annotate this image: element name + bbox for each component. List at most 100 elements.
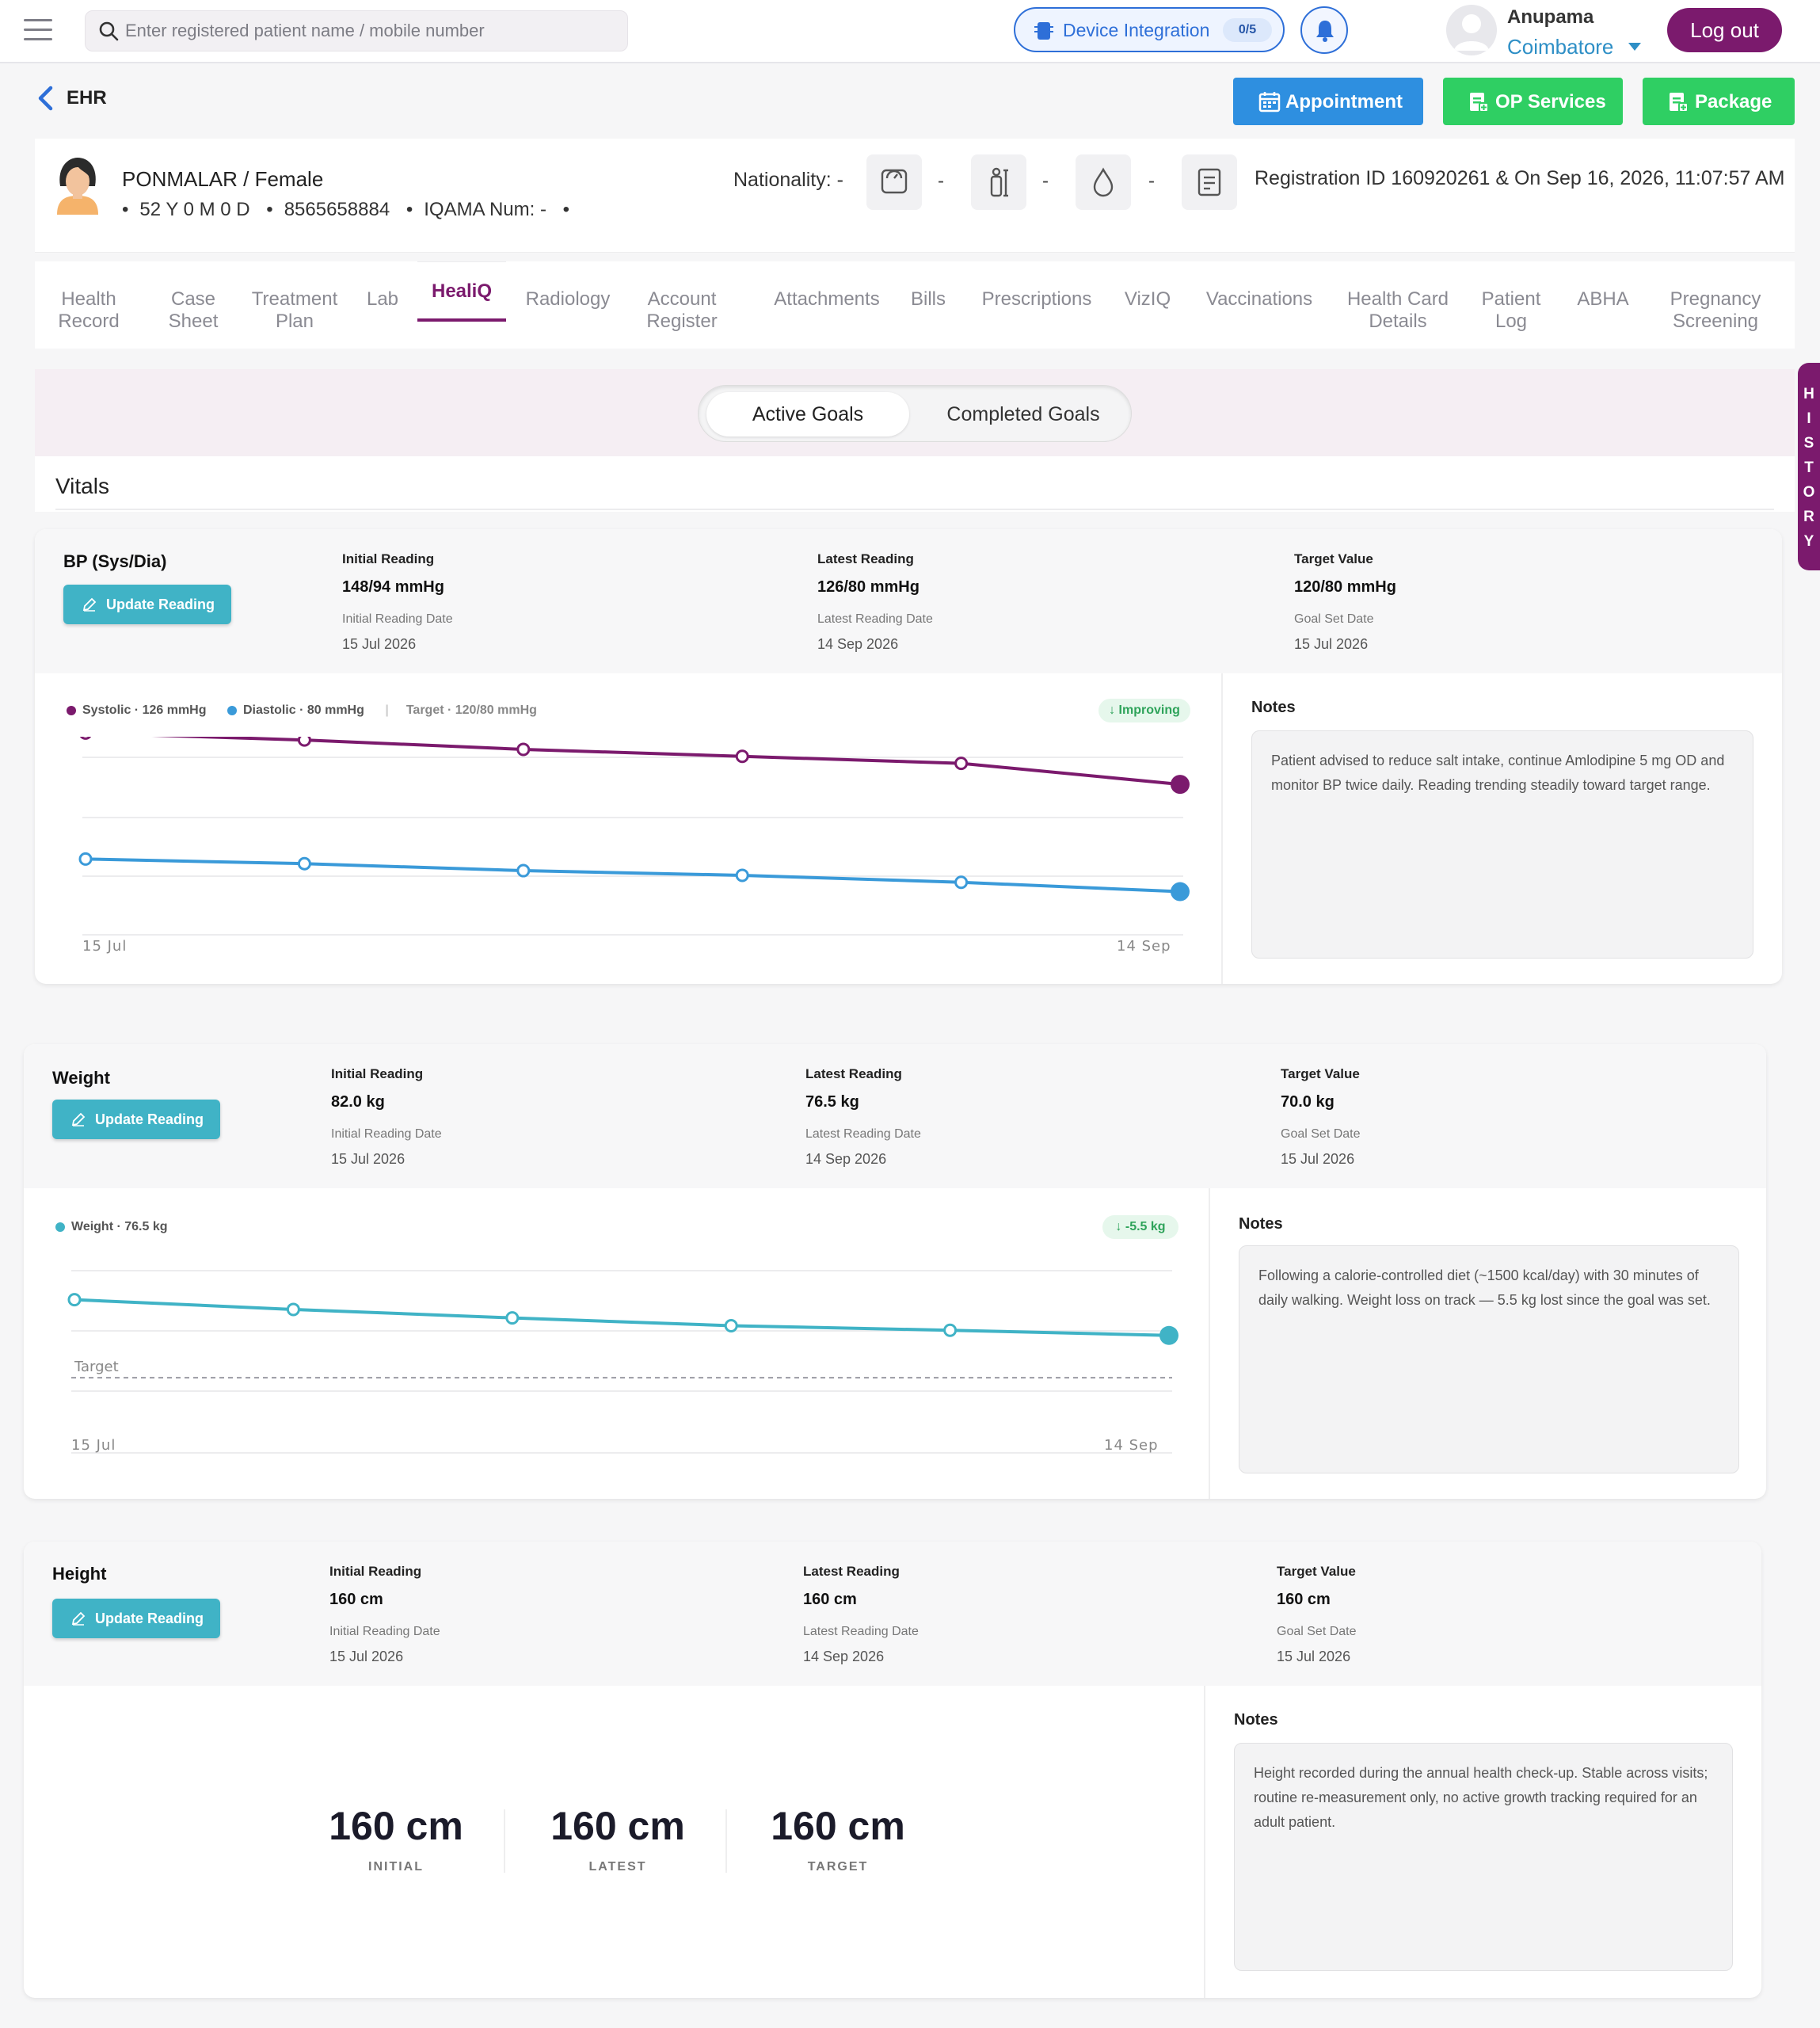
goals-toggle-bar: Active Goals Completed Goals (35, 369, 1795, 456)
package-button[interactable]: Package (1643, 78, 1795, 125)
data-point (297, 856, 311, 871)
legend-weight: Weight · 76.5 kg (71, 1220, 168, 1233)
chart-legend: Systolic · 126 mmHg Diastolic · 80 mmHg … (67, 703, 537, 718)
latest-reading: Latest Reading 76.5 kg Latest Reading Dat… (805, 1066, 921, 1167)
breadcrumb[interactable]: EHR (67, 87, 107, 109)
data-point (286, 1302, 300, 1317)
active-tab-indicator (417, 318, 506, 322)
registration-button[interactable] (1182, 154, 1237, 210)
history-letter: H (1803, 386, 1814, 402)
height-button[interactable] (971, 154, 1026, 210)
legend-target: Target · 120/80 mmHg (406, 703, 537, 718)
notification-button[interactable] (1300, 6, 1348, 54)
user-location[interactable]: Coimbatore (1507, 35, 1614, 59)
summary-initial: 160 cm INITIAL (329, 1804, 463, 1874)
op-services-button[interactable]: OP Services (1443, 78, 1623, 125)
tab-healiq[interactable]: HealiQ (431, 280, 493, 302)
data-point (78, 852, 93, 866)
weighing-scale-button[interactable] (866, 154, 922, 210)
tab-attachments[interactable]: Attachments (774, 288, 880, 310)
active-goals-tab[interactable]: Active Goals (706, 392, 909, 436)
data-point (954, 757, 969, 771)
tab-vaccinations[interactable]: Vaccinations (1205, 288, 1313, 310)
trend-badge: ↓ Improving (1098, 699, 1190, 722)
menu-icon[interactable] (24, 19, 52, 43)
tab-account-register[interactable]: Account Register (646, 288, 718, 332)
ehr-tab-bar: Health Record Case Sheet Treatment Plan Lab… (35, 261, 1795, 349)
search-icon (99, 21, 119, 41)
tab-patient-log[interactable]: Patient Log (1481, 288, 1541, 332)
patient-search[interactable] (85, 10, 628, 51)
history-letter: Y (1803, 533, 1814, 550)
tab-viziq[interactable]: VizIQ (1124, 288, 1171, 310)
history-letter: S (1803, 435, 1814, 452)
patient-banner: PONMALAR / Female • 52 Y 0 M 0 D • 8565658… (35, 139, 1795, 253)
tab-abha[interactable]: ABHA (1577, 288, 1629, 310)
tab-bills[interactable]: Bills (910, 288, 946, 310)
height-icon (990, 167, 1008, 197)
update-reading-button[interactable]: Update Reading (52, 1100, 220, 1139)
x-axis-start-label: 15 Jul (71, 1437, 116, 1454)
data-point (67, 1293, 82, 1307)
user-avatar[interactable] (1446, 5, 1497, 55)
bp-goal-card: BP (Sys/Dia) Update Reading Initial Read… (35, 529, 1782, 984)
notes-box: Following a calorie-controlled diet (~15… (1239, 1245, 1739, 1473)
target-value: Target Value 160 cm Goal Set Date 15 Jul 2… (1277, 1564, 1357, 1664)
update-reading-button[interactable]: Update Reading (63, 585, 231, 624)
registration-info: Registration ID 160920261 & On Sep 16, 2… (1255, 167, 1785, 189)
user-name: Anupama (1507, 6, 1594, 28)
update-reading-button[interactable]: Update Reading (52, 1599, 220, 1638)
data-point (79, 737, 92, 740)
search-input[interactable] (125, 11, 616, 51)
weight-trend-chart: Target (67, 1270, 1178, 1454)
notes-title: Notes (1239, 1215, 1283, 1233)
data-point (516, 742, 531, 757)
blood-drop-icon (1093, 167, 1114, 197)
summary-latest: 160 cm LATEST (550, 1804, 685, 1874)
tab-health-record[interactable]: Health Record (58, 288, 120, 332)
series-line-diastolic (85, 857, 1181, 894)
logout-button[interactable]: Log out (1667, 8, 1782, 52)
pencil-icon (71, 1112, 86, 1126)
data-point (1171, 775, 1190, 795)
vitals-header: Vitals (35, 456, 1795, 512)
vital-title: Height (52, 1564, 107, 1584)
history-letter: T (1804, 459, 1814, 476)
target-line-label: Target (74, 1359, 119, 1375)
tab-prescriptions[interactable]: Prescriptions (981, 288, 1092, 310)
notes-box: Patient advised to reduce salt intake, c… (1251, 730, 1753, 959)
data-point (943, 1323, 958, 1337)
chevron-down-icon[interactable] (1628, 43, 1641, 51)
data-point (1159, 1325, 1178, 1345)
device-integration-button[interactable]: Device Integration 0/5 (1014, 7, 1285, 52)
goals-toggle: Active Goals Completed Goals (698, 385, 1132, 442)
completed-goals-tab[interactable]: Completed Goals (946, 403, 1100, 425)
weight-goal-card: Weight Update Reading Initial Reading 82.… (24, 1044, 1766, 1499)
appointment-button[interactable]: Appointment (1233, 78, 1423, 125)
trend-badge: ↓ -5.5 kg (1102, 1215, 1178, 1239)
bell-icon (1316, 21, 1334, 42)
tab-radiology[interactable]: Radiology (525, 288, 611, 310)
target-value: Target Value 70.0 kg Goal Set Date 15 Jul … (1281, 1066, 1361, 1167)
history-letter: R (1803, 509, 1814, 525)
vital-title: Weight (52, 1068, 110, 1088)
notes-box: Height recorded during the annual health… (1234, 1743, 1733, 1971)
calendar-icon (1258, 92, 1281, 112)
tab-lab[interactable]: Lab (366, 288, 399, 310)
bp-trend-chart (78, 737, 1190, 936)
pencil-icon (82, 597, 97, 612)
tab-health-card-details[interactable]: Health Card Details (1346, 288, 1449, 332)
tab-pregnancy-screening[interactable]: Pregnancy Screening (1670, 288, 1761, 332)
patient-age: 52 Y 0 M 0 D (139, 199, 250, 220)
clipboard-icon (1470, 93, 1489, 112)
blood-group-button[interactable] (1076, 154, 1131, 210)
series-line-systolic (151, 737, 1181, 787)
height-goal-card: Height Update Reading Initial Reading 160… (24, 1542, 1761, 1998)
back-arrow-icon[interactable] (36, 86, 54, 111)
tab-treatment-plan[interactable]: Treatment Plan (251, 288, 338, 332)
chart-legend: Weight · 76.5 kg (55, 1220, 185, 1234)
data-point (297, 737, 311, 747)
tab-case-sheet[interactable]: Case Sheet (168, 288, 219, 332)
patient-nationality: Nationality: - (733, 169, 843, 191)
